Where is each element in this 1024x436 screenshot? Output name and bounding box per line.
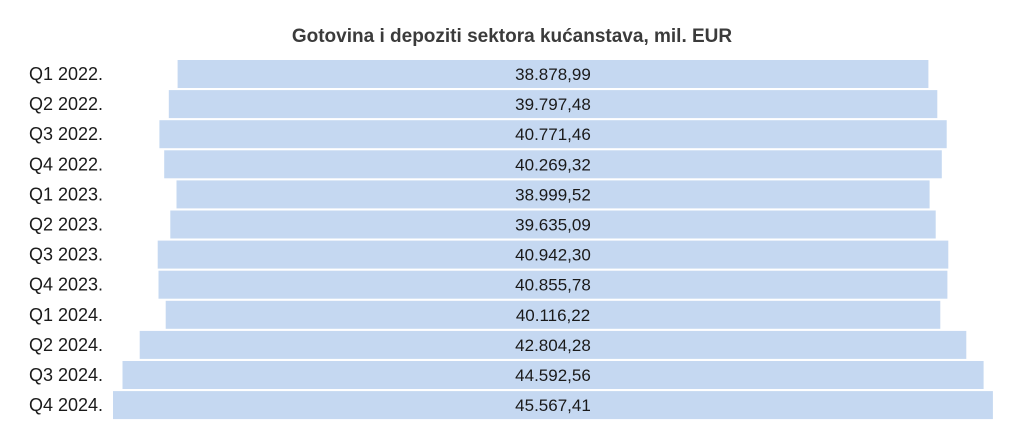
bar-q2-2023	[170, 210, 936, 239]
category-label: Q2 2023.	[29, 215, 103, 235]
bar-q2-2024	[139, 330, 967, 359]
category-label: Q1 2024.	[29, 305, 103, 325]
value-label: 39.797,48	[515, 95, 591, 114]
value-label: 40.116,22	[516, 306, 590, 325]
value-label: 38.878,99	[515, 65, 591, 84]
value-label: 42.804,28	[515, 336, 591, 355]
chart-title: Gotovina i depoziti sektora kućanstava, …	[291, 26, 733, 47]
category-label: Q3 2023.	[29, 245, 103, 265]
category-label: Q3 2024.	[29, 365, 103, 385]
category-label: Q1 2022.	[29, 64, 103, 84]
category-label: Q3 2022.	[29, 124, 103, 144]
category-label: Q1 2023.	[29, 184, 103, 204]
bar-q3-2024	[122, 361, 984, 389]
bar-q1-2024	[165, 300, 941, 329]
bar-q3-2023	[157, 240, 949, 269]
value-label: 45.567,41	[515, 396, 591, 415]
value-label: 40.855,78	[515, 276, 591, 295]
category-label: Q4 2022.	[29, 154, 103, 174]
bar-q1-2022	[177, 60, 929, 88]
bar-q1-2023	[176, 180, 930, 209]
category-label: Q4 2024.	[29, 395, 103, 415]
bar-q4-2023	[158, 270, 948, 299]
category-label: Q4 2023.	[29, 275, 103, 295]
bar-q4-2022	[164, 150, 942, 179]
value-label: 39.635,09	[515, 216, 591, 235]
value-label: 40.771,46	[515, 125, 591, 144]
value-label: 44.592,56	[515, 366, 591, 385]
value-label: 38.999,52	[515, 185, 591, 204]
bar-q4-2024	[113, 391, 993, 420]
value-label: 40.269,32	[515, 155, 591, 174]
bar-q2-2022	[168, 90, 938, 119]
value-label: 40.942,30	[515, 246, 591, 265]
category-label: Q2 2022.	[29, 94, 103, 114]
category-label: Q2 2024.	[29, 335, 103, 355]
bar-q3-2022	[159, 120, 947, 149]
